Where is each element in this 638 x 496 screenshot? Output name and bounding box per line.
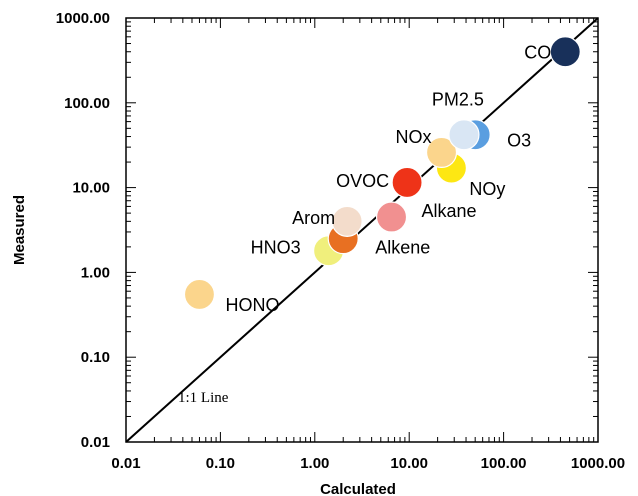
data-label-pm2-5: PM2.5	[432, 89, 484, 109]
data-label-nox: NOx	[396, 127, 432, 147]
data-label-alkane: Alkane	[422, 201, 477, 221]
data-label-hono: HONO	[225, 295, 279, 315]
data-point-hono	[183, 278, 216, 311]
data-point-pm2-5	[448, 119, 480, 151]
plot-frame	[125, 17, 599, 443]
x-tick-label: 100.00	[481, 455, 527, 472]
x-axis-title: Calculated	[320, 481, 396, 496]
y-tick-label: 1000.00	[56, 10, 110, 27]
reference-line-label: 1:1 Line	[178, 390, 229, 406]
data-label-hno3: HNO3	[251, 238, 301, 258]
data-point-arom	[331, 205, 363, 237]
y-axis-title: Measured	[11, 195, 28, 265]
data-label-ovoc: OVOC	[336, 171, 389, 191]
x-tick-label: 0.01	[111, 455, 140, 472]
data-point-ovoc	[391, 166, 423, 199]
data-point-alkane	[375, 201, 408, 233]
y-tick-label: 1.00	[81, 264, 110, 281]
y-tick-label: 0.10	[81, 349, 110, 366]
data-label-co: CO	[524, 42, 551, 62]
x-tick-label: 1.00	[300, 455, 329, 472]
data-label-alkene: Alkene	[375, 237, 430, 257]
data-label-o3: O3	[507, 130, 531, 150]
y-tick-label: 0.01	[81, 434, 110, 451]
data-label-noy: NOy	[469, 179, 505, 199]
data-point-co	[549, 36, 581, 68]
y-tick-label: 10.00	[72, 180, 110, 197]
x-tick-label: 10.00	[390, 455, 428, 472]
data-point-nox	[425, 136, 458, 169]
y-tick-label: 100.00	[64, 95, 110, 112]
data-label-arom: Arom	[292, 208, 335, 228]
x-tick-label: 0.10	[206, 455, 235, 472]
x-tick-label: 1000.00	[571, 455, 625, 472]
one-to-one-line	[125, 17, 599, 443]
